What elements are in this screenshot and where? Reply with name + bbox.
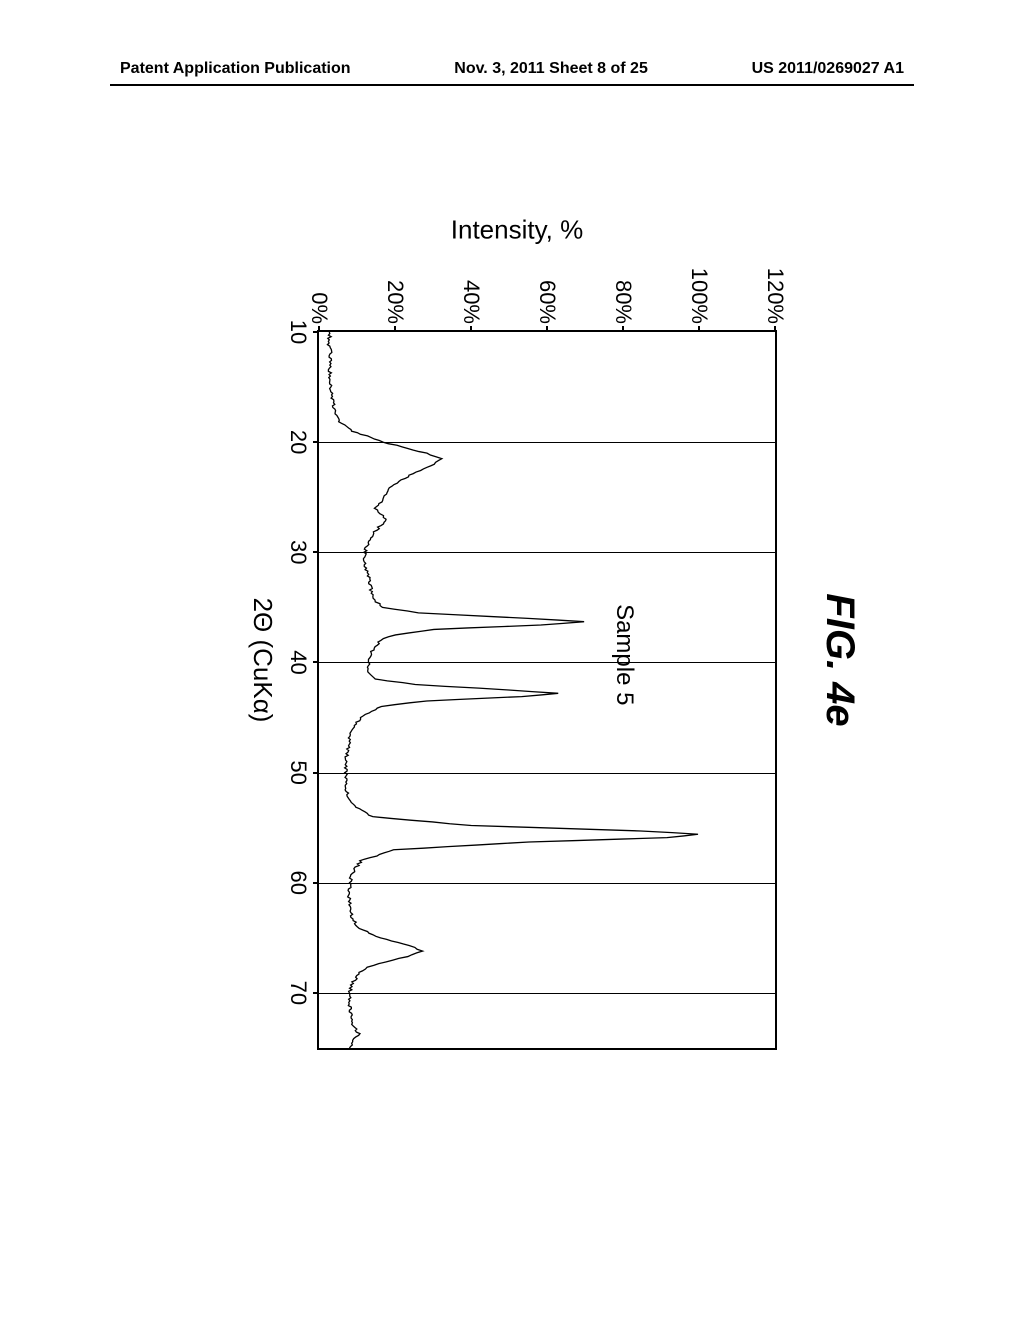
y-tick-label: 40% <box>458 280 484 332</box>
y-tick-label: 20% <box>382 280 408 332</box>
header-right: US 2011/0269027 A1 <box>752 60 904 78</box>
y-tick-label: 60% <box>534 280 560 332</box>
x-tick-label: 50 <box>285 760 319 784</box>
y-tick-label: 120% <box>762 268 788 332</box>
plot-area: 0%20%40%60%80%100%120%10203040506070Samp… <box>317 330 777 1050</box>
xrd-chart: Intensity, % 0%20%40%60%80%100%120%10203… <box>237 210 797 1110</box>
gridline <box>319 552 775 553</box>
x-tick-label: 60 <box>285 871 319 895</box>
gridline <box>319 773 775 774</box>
header-middle: Nov. 3, 2011 Sheet 8 of 25 <box>454 60 648 78</box>
gridline <box>319 662 775 663</box>
page-header: Patent Application Publication Nov. 3, 2… <box>0 60 1024 78</box>
xrd-trace <box>319 332 775 1048</box>
x-tick-label: 30 <box>285 540 319 564</box>
x-tick-label: 40 <box>285 650 319 674</box>
gridline <box>319 883 775 884</box>
x-tick-label: 20 <box>285 430 319 454</box>
figure-container: FIG. 4e Intensity, % 0%20%40%60%80%100%1… <box>162 210 862 1110</box>
x-tick-label: 10 <box>285 320 319 344</box>
header-left: Patent Application Publication <box>120 60 351 78</box>
y-tick-label: 100% <box>686 268 712 332</box>
header-rule <box>110 84 914 86</box>
x-tick-label: 70 <box>285 981 319 1005</box>
y-axis-label: Intensity, % <box>451 215 583 246</box>
xrd-trace-path <box>327 332 698 1048</box>
x-axis-label: 2Θ (CuKα) <box>247 598 278 723</box>
gridline <box>319 993 775 994</box>
sample-label: Sample 5 <box>610 604 638 705</box>
gridline <box>319 442 775 443</box>
y-tick-label: 80% <box>610 280 636 332</box>
figure-title: FIG. 4e <box>817 210 862 1110</box>
